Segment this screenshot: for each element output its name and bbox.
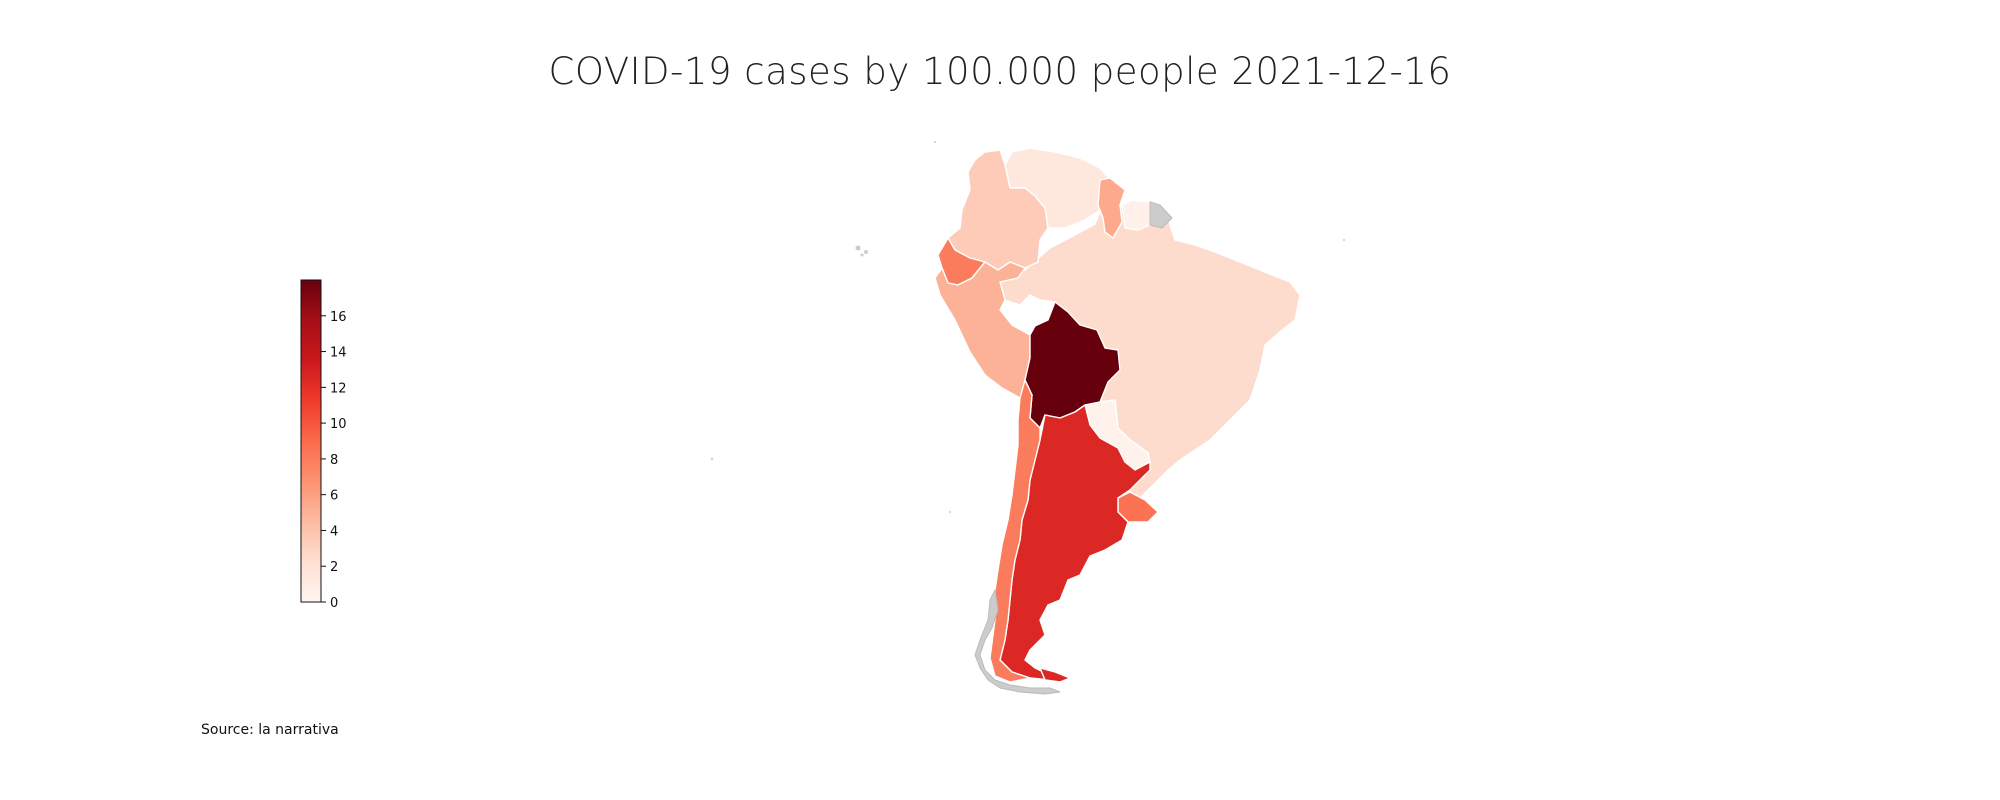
island-speck	[949, 511, 951, 513]
region-chile	[989, 379, 1041, 683]
colorbar-tick-label: 4	[330, 524, 338, 539]
island-speck	[934, 141, 936, 143]
colorbar-tick-label: 10	[330, 417, 347, 432]
island-speck	[1343, 239, 1345, 241]
colorbar-tick-label: 8	[330, 453, 338, 468]
colorbar-tick-label: 2	[330, 560, 338, 575]
galapagos-island	[864, 250, 868, 254]
colorbar-tick-label: 12	[330, 381, 347, 396]
colorbar-tick-label: 16	[330, 310, 347, 325]
source-note: Source: la narrativa	[201, 722, 339, 738]
galapagos-island	[860, 253, 864, 257]
region-french-guiana	[1149, 201, 1173, 229]
region-tierra-del-fuego	[1039, 667, 1071, 683]
colorbar-tick-label: 14	[330, 346, 347, 361]
region-peru	[934, 261, 1031, 399]
colorbar-ticks: 0 2 4 6 8 10 12 14 16	[321, 310, 347, 611]
colorbar-tick-label: 0	[330, 596, 338, 611]
region-southern-archipelago	[974, 589, 1061, 695]
galapagos-island	[855, 245, 861, 251]
colorbar-gradient	[300, 279, 322, 603]
colorbar-tick-label: 6	[330, 489, 338, 504]
islands	[710, 141, 1345, 513]
region-guyana	[1097, 177, 1126, 239]
map-title: COVID-19 cases by 100.000 people 2021-12…	[548, 50, 1452, 93]
island-speck	[710, 457, 714, 461]
